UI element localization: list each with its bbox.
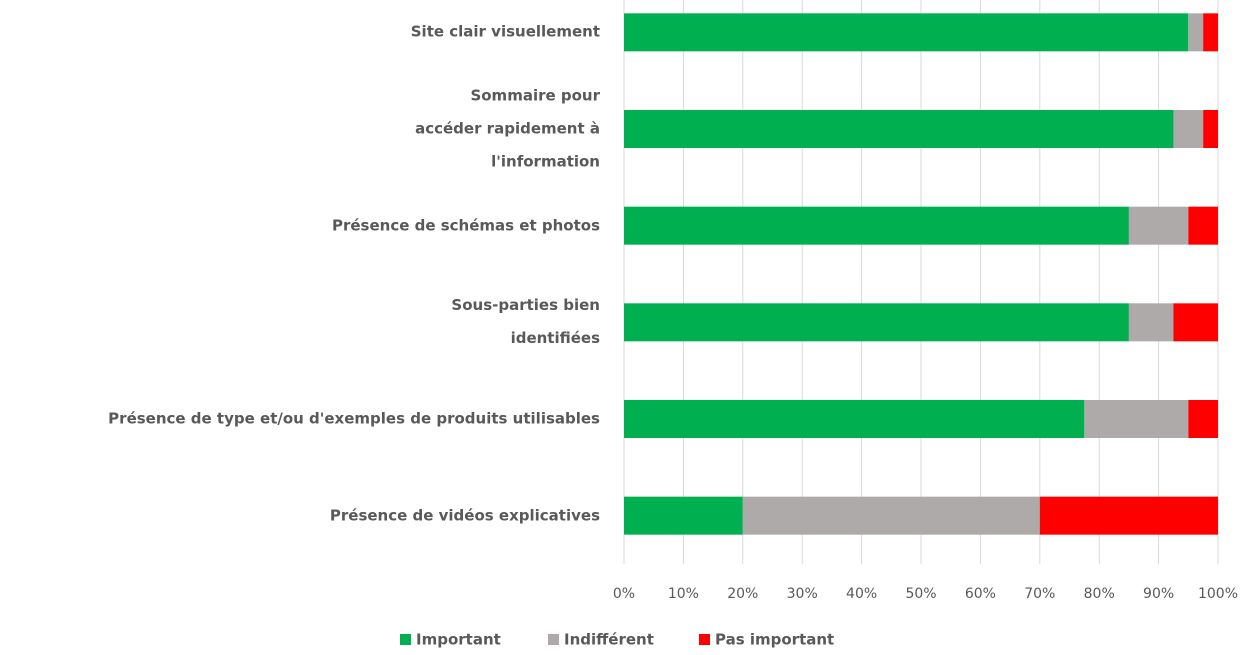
bar-segment <box>624 110 1174 148</box>
x-tick-label: 10% <box>668 586 699 602</box>
bar-segment <box>1203 110 1218 148</box>
bar-segment <box>1203 13 1218 52</box>
x-tick-label: 70% <box>1024 586 1055 602</box>
x-tick-label: 50% <box>905 586 936 602</box>
x-tick-label: 80% <box>1084 586 1115 602</box>
bar-segment <box>624 496 743 535</box>
bar-segment <box>1188 13 1204 52</box>
y-tick-label: Présence de vidéos explicatives <box>329 506 600 525</box>
legend-swatch <box>699 634 710 645</box>
legend-swatch <box>400 634 411 645</box>
bar-segment <box>1188 400 1218 438</box>
bar-segment <box>624 206 1129 245</box>
y-tick-label: Site clair visuellement <box>410 22 600 41</box>
bar-segment <box>1173 110 1204 148</box>
y-tick-label: Sommaire pour accéder rapidement à l'inf… <box>415 86 600 171</box>
x-tick-label: 60% <box>965 586 996 602</box>
bar-segment <box>624 303 1129 342</box>
bar-segment <box>624 400 1085 438</box>
x-tick-label: 90% <box>1143 586 1174 602</box>
legend-label: Pas important <box>715 631 834 649</box>
bar-segment <box>624 13 1189 52</box>
bar-segment <box>742 496 1040 535</box>
bar-segment <box>1128 303 1174 342</box>
x-tick-label: 40% <box>846 586 877 602</box>
legend-swatch <box>548 634 559 645</box>
bar-segment <box>1039 496 1218 535</box>
y-tick-label: Présence de type et/ou d'exemples de pro… <box>108 409 600 428</box>
x-tick-label: 100% <box>1198 586 1238 602</box>
bar-segment <box>1173 303 1218 342</box>
legend-label: Indifférent <box>564 631 654 649</box>
y-tick-label: Présence de schémas et photos <box>331 216 600 235</box>
bar-segment <box>1188 206 1218 245</box>
x-tick-label: 0% <box>613 586 635 602</box>
y-tick-label: Sous-parties bien identifiées <box>451 296 600 348</box>
bar-segment <box>1084 400 1189 438</box>
x-tick-label: 30% <box>787 586 818 602</box>
bar-segment <box>1128 206 1189 245</box>
legend-label: Important <box>416 631 501 649</box>
x-tick-label: 20% <box>727 586 758 602</box>
